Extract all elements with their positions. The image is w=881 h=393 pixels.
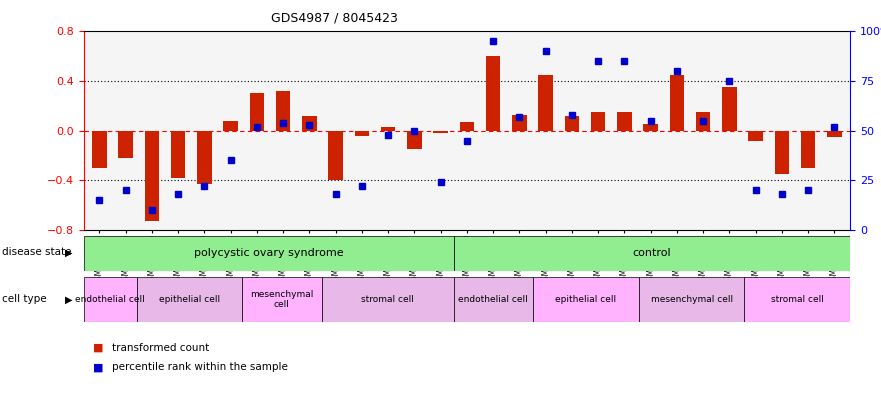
Bar: [565, 116, 579, 130]
Text: polycystic ovary syndrome: polycystic ovary syndrome: [194, 248, 344, 259]
Text: control: control: [633, 248, 671, 259]
Text: disease state: disease state: [2, 247, 71, 257]
Bar: [454, 236, 850, 271]
Bar: [591, 112, 605, 130]
Bar: [433, 130, 448, 133]
Bar: [749, 130, 763, 141]
Bar: [486, 56, 500, 130]
Text: transformed count: transformed count: [112, 343, 209, 353]
Bar: [460, 122, 474, 130]
Text: GDS4987 / 8045423: GDS4987 / 8045423: [271, 12, 398, 25]
Bar: [242, 277, 322, 322]
Text: epithelial cell: epithelial cell: [159, 295, 220, 304]
Bar: [322, 277, 454, 322]
Bar: [249, 94, 264, 130]
Text: endothelial cell: endothelial cell: [458, 295, 529, 304]
Text: epithelial cell: epithelial cell: [555, 295, 617, 304]
Bar: [137, 277, 242, 322]
Bar: [774, 130, 789, 174]
Bar: [801, 130, 816, 168]
Text: endothelial cell: endothelial cell: [75, 295, 145, 304]
Text: mesenchymal cell: mesenchymal cell: [650, 295, 733, 304]
Bar: [84, 277, 137, 322]
Bar: [93, 130, 107, 168]
Text: stromal cell: stromal cell: [771, 295, 824, 304]
Bar: [827, 130, 841, 137]
Text: ■: ■: [93, 343, 103, 353]
Bar: [618, 112, 632, 130]
Text: ■: ■: [93, 362, 103, 373]
Bar: [696, 112, 710, 130]
Text: mesenchymal
cell: mesenchymal cell: [250, 290, 314, 309]
Text: stromal cell: stromal cell: [361, 295, 414, 304]
Bar: [533, 277, 639, 322]
Bar: [381, 127, 396, 130]
Bar: [144, 130, 159, 221]
Bar: [722, 87, 737, 130]
Bar: [355, 130, 369, 136]
Bar: [643, 125, 658, 130]
Bar: [329, 130, 343, 180]
Bar: [639, 277, 744, 322]
Bar: [118, 130, 133, 158]
Text: percentile rank within the sample: percentile rank within the sample: [112, 362, 288, 373]
Bar: [670, 75, 685, 130]
Bar: [224, 121, 238, 130]
Bar: [454, 277, 533, 322]
Bar: [197, 130, 211, 184]
Text: ▶: ▶: [65, 247, 73, 257]
Bar: [407, 130, 422, 149]
Bar: [276, 91, 291, 130]
Bar: [171, 130, 185, 178]
Bar: [302, 116, 316, 130]
Text: ▶: ▶: [65, 294, 73, 305]
Bar: [538, 75, 553, 130]
Bar: [512, 114, 527, 130]
Bar: [84, 236, 454, 271]
Text: cell type: cell type: [2, 294, 47, 305]
Bar: [744, 277, 850, 322]
